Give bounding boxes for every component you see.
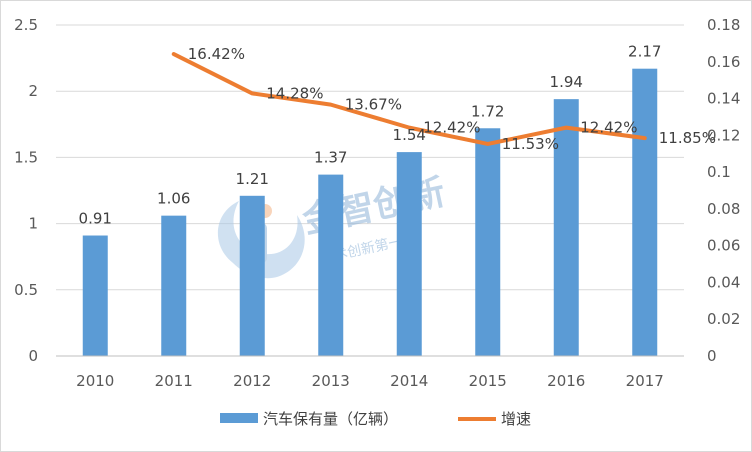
x-tick-label: 2016 — [547, 372, 585, 390]
y-right-tick-label: 0.02 — [707, 310, 740, 328]
y-right-tick-label: 0.06 — [707, 237, 740, 255]
y-right-tick-label: 0.16 — [707, 53, 740, 71]
bar-value-label: 1.21 — [236, 170, 269, 188]
legend-line-label: 增速 — [501, 410, 531, 428]
x-tick-label: 2017 — [626, 372, 664, 390]
x-tick-label: 2014 — [390, 372, 428, 390]
x-tick-label: 2013 — [312, 372, 350, 390]
growth-value-label: 14.28% — [266, 84, 323, 102]
legend-bar-swatch — [220, 413, 258, 423]
growth-point — [330, 104, 332, 106]
bar-value-label: 1.06 — [157, 190, 190, 208]
bar — [553, 99, 579, 357]
y-right-tick-label: 0.18 — [707, 16, 740, 34]
y-left-tick-label: 2.5 — [14, 16, 38, 34]
bar — [475, 128, 501, 356]
y-left-tick-label: 0.5 — [14, 281, 38, 299]
y-right-tick-label: 0.1 — [707, 163, 731, 181]
y-right-tick-label: 0 — [707, 347, 717, 365]
y-right-tick-label: 0.04 — [707, 273, 740, 291]
bar-series — [82, 68, 658, 357]
growth-value-label: 11.53% — [502, 135, 559, 153]
y-left-tick-label: 1 — [28, 215, 38, 233]
y-right-tick-label: 0.14 — [707, 90, 740, 108]
y-left-tick-label: 1.5 — [14, 148, 38, 166]
growth-value-label: 13.67% — [345, 96, 402, 114]
growth-point — [173, 53, 175, 55]
x-tick-label: 2011 — [155, 372, 193, 390]
y-left-tick-label: 0 — [28, 347, 38, 365]
bar — [161, 215, 187, 356]
bar — [239, 195, 265, 356]
bar-value-label: 0.91 — [79, 210, 112, 228]
y-right-tick-label: 0.12 — [707, 126, 740, 144]
legend: 汽车保有量（亿辆） 增速 — [220, 410, 531, 428]
x-tick-label: 2015 — [469, 372, 507, 390]
growth-point — [565, 127, 567, 129]
growth-point — [251, 92, 253, 94]
x-tick-label: 2010 — [76, 372, 114, 390]
growth-point — [644, 137, 646, 139]
growth-value-label: 12.42% — [423, 119, 480, 137]
x-tick-label: 2012 — [233, 372, 271, 390]
bar-value-label: 1.37 — [314, 149, 347, 167]
line-series — [171, 52, 647, 146]
bar-value-label: 1.94 — [550, 73, 583, 91]
bar — [396, 152, 422, 356]
bar-value-label: 1.54 — [393, 126, 426, 144]
watermark-swirl-icon — [217, 201, 305, 279]
legend-bar-label: 汽车保有量（亿辆） — [263, 410, 398, 428]
bar — [632, 68, 658, 356]
bar-value-label: 1.72 — [471, 102, 504, 120]
growth-value-label: 16.42% — [188, 45, 245, 63]
y-left-tick-label: 2 — [28, 82, 38, 100]
data-labels: 0.91 1.06 1.21 1.37 1.54 1.72 1.94 2.17 16.42% 14… — [79, 43, 716, 228]
growth-value-label: 11.85% — [659, 129, 716, 147]
gridlines — [56, 24, 684, 291]
y-right-tick-label: 0.08 — [707, 200, 740, 218]
growth-point — [408, 127, 410, 129]
growth-point — [487, 143, 489, 145]
axes: 0 0.5 1 1.5 2 2.5 0 0.02 0.04 0.06 0.08 0.1 0.12 0.14… — [14, 16, 740, 390]
bar-value-label: 2.17 — [628, 43, 661, 61]
growth-value-label: 12.42% — [580, 119, 637, 137]
bar — [82, 235, 108, 356]
bar — [318, 174, 344, 356]
